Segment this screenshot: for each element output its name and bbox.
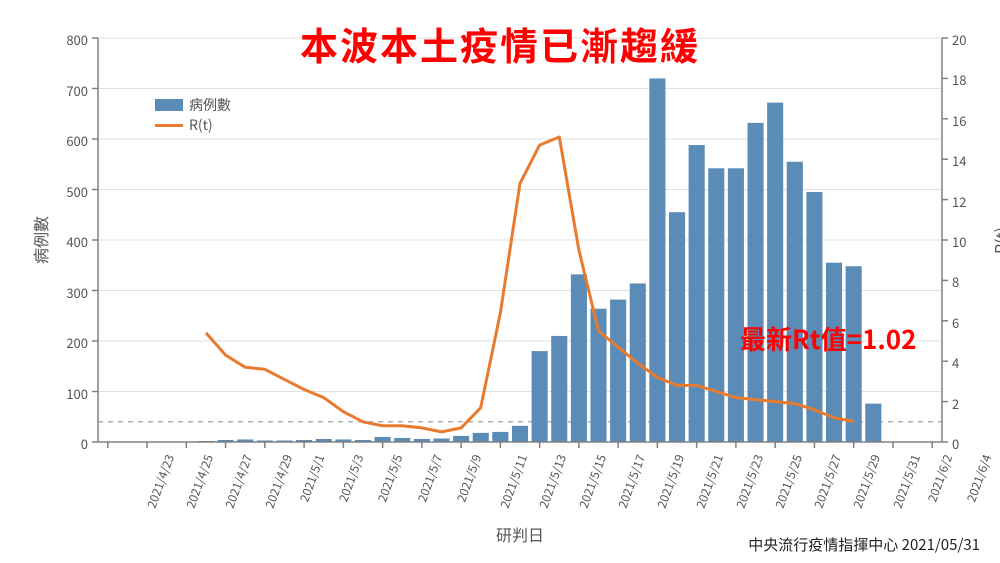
y-right-tick: 10	[952, 232, 966, 251]
y-left-tick: 300	[48, 283, 88, 302]
legend-swatch-line	[155, 124, 183, 127]
y-right-tick: 4	[952, 353, 959, 372]
legend: 病例數 R(t)	[155, 95, 231, 135]
legend-label-bars: 病例數	[189, 95, 231, 115]
y-right-tick: 20	[952, 30, 966, 49]
y-right-tick: 16	[952, 111, 966, 130]
legend-label-line: R(t)	[189, 115, 213, 135]
footer-attribution: 中央流行疫情指揮中心 2021/05/31	[748, 534, 980, 555]
y-right-tick: 0	[952, 434, 959, 453]
y-left-tick: 600	[48, 131, 88, 150]
chart-container: 本波本土疫情已漸趨緩 最新Rt值=1.02 病例數 R(t) 病例數 R(t) …	[0, 0, 1000, 563]
y-right-tick: 2	[952, 394, 959, 413]
rt-annotation: 最新Rt值=1.02	[740, 320, 917, 357]
y-left-tick: 700	[48, 81, 88, 100]
y-right-tick: 18	[952, 70, 966, 89]
y-left-tick: 500	[48, 182, 88, 201]
y-left-tick: 400	[48, 232, 88, 251]
y-left-tick: 0	[48, 434, 88, 453]
chart-svg	[0, 0, 1000, 563]
y-right-tick: 14	[952, 151, 966, 170]
y-right-tick: 6	[952, 313, 959, 332]
legend-swatch-bars	[155, 99, 183, 111]
y-left-tick: 800	[48, 30, 88, 49]
legend-item-bars: 病例數	[155, 95, 231, 115]
y-right-tick: 8	[952, 272, 959, 291]
y-right-tick: 12	[952, 192, 966, 211]
x-axis-label: 研判日	[496, 522, 544, 546]
legend-item-line: R(t)	[155, 115, 231, 135]
y-left-tick: 200	[48, 333, 88, 352]
y-right-axis-label: R(t)	[988, 227, 1000, 254]
y-left-tick: 100	[48, 384, 88, 403]
